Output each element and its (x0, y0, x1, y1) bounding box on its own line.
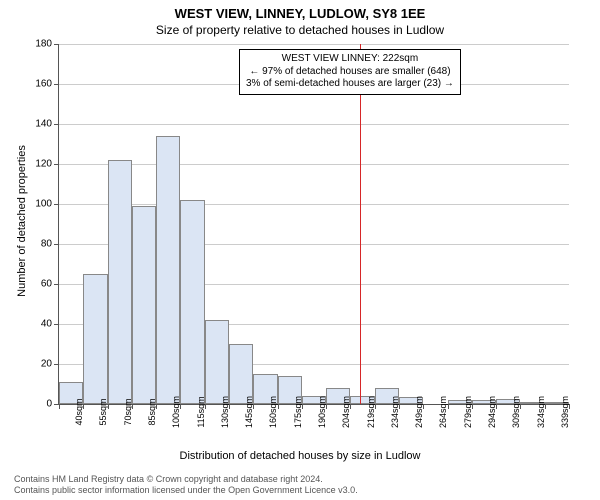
x-tick (132, 404, 133, 409)
chart-container: WEST VIEW, LINNEY, LUDLOW, SY8 1EE Size … (0, 0, 600, 500)
histogram-bar (83, 274, 107, 404)
x-tick (156, 404, 157, 409)
y-tick-label: 160 (22, 79, 52, 90)
footer-line-1: Contains HM Land Registry data © Crown c… (14, 474, 358, 485)
x-tick (108, 404, 109, 409)
y-tick (54, 244, 59, 245)
histogram-bar (108, 160, 132, 404)
footer-line-2: Contains public sector information licen… (14, 485, 358, 496)
x-tick (496, 404, 497, 409)
histogram-bar (132, 206, 156, 404)
x-tick-label: 249sqm (414, 396, 424, 428)
gridline (59, 44, 569, 45)
y-tick (54, 124, 59, 125)
x-tick (180, 404, 181, 409)
y-tick (54, 164, 59, 165)
chart-title-primary: WEST VIEW, LINNEY, LUDLOW, SY8 1EE (0, 0, 600, 21)
y-tick (54, 364, 59, 365)
x-tick (423, 404, 424, 409)
histogram-bar (180, 200, 204, 404)
x-tick (229, 404, 230, 409)
annotation-box: WEST VIEW LINNEY: 222sqm← 97% of detache… (239, 49, 461, 95)
x-tick (472, 404, 473, 409)
y-tick (54, 324, 59, 325)
gridline (59, 124, 569, 125)
x-tick (253, 404, 254, 409)
x-tick (278, 404, 279, 409)
x-tick (350, 404, 351, 409)
x-tick (302, 404, 303, 409)
y-tick-label: 180 (22, 39, 52, 50)
x-tick (205, 404, 206, 409)
histogram-bar (205, 320, 229, 404)
gridline (59, 164, 569, 165)
x-tick (83, 404, 84, 409)
annotation-line: 3% of semi-detached houses are larger (2… (246, 78, 454, 91)
marker-line (360, 44, 361, 404)
y-tick-label: 20 (22, 359, 52, 370)
y-tick-label: 0 (22, 399, 52, 410)
y-tick (54, 84, 59, 85)
x-tick (520, 404, 521, 409)
annotation-line: ← 97% of detached houses are smaller (64… (246, 66, 454, 79)
x-tick (326, 404, 327, 409)
chart-title-secondary: Size of property relative to detached ho… (0, 21, 600, 37)
plot-area: 02040608010012014016018040sqm55sqm70sqm8… (58, 44, 569, 405)
footer-attribution: Contains HM Land Registry data © Crown c… (14, 474, 358, 497)
y-tick (54, 204, 59, 205)
gridline (59, 204, 569, 205)
x-tick (399, 404, 400, 409)
x-tick (569, 404, 570, 409)
x-axis-label: Distribution of detached houses by size … (0, 450, 600, 462)
x-tick (59, 404, 60, 409)
x-tick (375, 404, 376, 409)
y-axis-label: Number of detached properties (16, 121, 28, 321)
x-tick (448, 404, 449, 409)
x-tick-label: 309sqm (511, 396, 521, 428)
y-tick (54, 284, 59, 285)
x-tick-label: 324sqm (536, 396, 546, 428)
histogram-bar (156, 136, 180, 404)
y-tick (54, 44, 59, 45)
x-tick (545, 404, 546, 409)
annotation-line: WEST VIEW LINNEY: 222sqm (246, 53, 454, 66)
x-tick-label: 339sqm (560, 396, 570, 428)
